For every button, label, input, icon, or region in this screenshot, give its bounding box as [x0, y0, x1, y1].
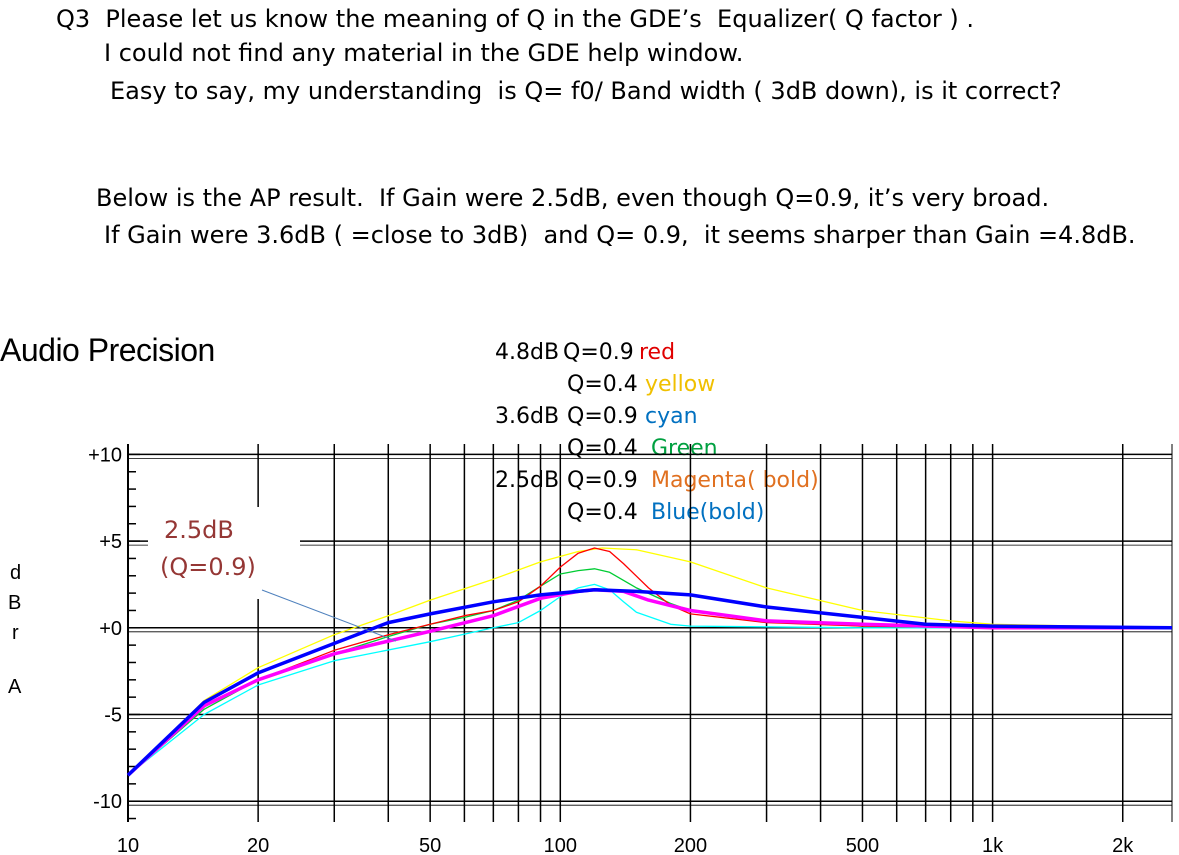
x-tick-label: 200 — [674, 835, 707, 855]
legend-q: Q=0.4 — [567, 500, 638, 525]
legend-entry: Q=0.4 Green — [495, 434, 718, 464]
question-line-2: I could not find any material in the GDE… — [104, 39, 744, 67]
legend-gain: 4.8dB — [495, 340, 560, 365]
x-tick-label: 50 — [419, 835, 441, 855]
x-axis-labels: 10 20 50 100 200 500 1k 2k — [117, 835, 1134, 855]
legend-color: Green — [651, 436, 718, 461]
ylabel-letter: d — [10, 562, 22, 584]
legend-q: Q=0.4 — [567, 436, 638, 461]
series-line — [127, 583, 1172, 776]
series-lines — [126, 547, 1173, 777]
y-tick-label: -10 — [93, 791, 122, 813]
legend-color: Blue(bold) — [651, 500, 765, 525]
left-tick-marks — [128, 453, 140, 820]
x-tick-label: 2k — [1112, 835, 1134, 855]
annotation-box — [148, 507, 300, 599]
annotation-arrow — [261, 589, 397, 642]
x-tick-label: 20 — [247, 835, 269, 855]
minor-grid — [127, 444, 1124, 822]
legend-gain: 3.6dB — [495, 404, 560, 429]
y-axis-labels: +10 +5 +0 -5 -10 — [88, 444, 122, 813]
x-tick-label: 100 — [544, 835, 577, 855]
legend-entry: 3.6dB Q=0.9 cyan — [495, 402, 698, 432]
result-line-2: If Gain were 3.6dB ( =close to 3dB) and … — [104, 221, 1136, 249]
question-line-1: Q3 Please let us know the meaning of Q i… — [56, 5, 975, 33]
legend-color: red — [639, 340, 676, 365]
series-line — [127, 547, 1173, 776]
legend-color: Magenta( bold) — [651, 468, 819, 493]
legend-entry: 2.5dB Q=0.9 Magenta( bold) — [495, 466, 819, 496]
legend-gain: 2.5dB — [495, 468, 560, 493]
series-line — [127, 547, 1172, 776]
x-tick-label: 10 — [117, 835, 139, 855]
audio-precision-title: Audio Precision — [0, 332, 215, 368]
legend-color: cyan — [645, 404, 698, 429]
legend-q: Q=0.9 — [567, 468, 638, 493]
result-line-1: Below is the AP result. If Gain were 2.5… — [96, 184, 1050, 212]
legend-entry: 4.8dB Q=0.9 red — [495, 338, 675, 368]
ylabel-letter: r — [12, 622, 19, 644]
y-tick-label: +0 — [99, 618, 122, 640]
y-tick-label: +5 — [99, 531, 122, 553]
ylabel-letter: B — [8, 592, 22, 614]
major-grid — [127, 444, 1173, 822]
legend-color: yellow — [645, 372, 716, 397]
y-tick-label: +10 — [88, 444, 122, 466]
legend-q: Q=0.9 — [567, 404, 638, 429]
x-tick-label: 1k — [982, 835, 1004, 855]
annotation-line-1: 2.5dB — [164, 516, 234, 544]
legend-q: Q=0.4 — [567, 372, 638, 397]
series-line — [126, 587, 1173, 777]
x-tick-label: 500 — [846, 835, 879, 855]
y-tick-label: -5 — [104, 704, 122, 726]
annotation-line-2: (Q=0.9) — [160, 553, 256, 581]
legend-entry: Q=0.4 Blue(bold) — [495, 498, 764, 528]
ylabel-letter: A — [8, 676, 22, 698]
legend-entry: Q=0.4 yellow — [495, 370, 715, 400]
question-line-3: Easy to say, my understanding is Q= f0/ … — [110, 77, 1062, 105]
legend-q: Q=0.9 — [563, 340, 634, 365]
